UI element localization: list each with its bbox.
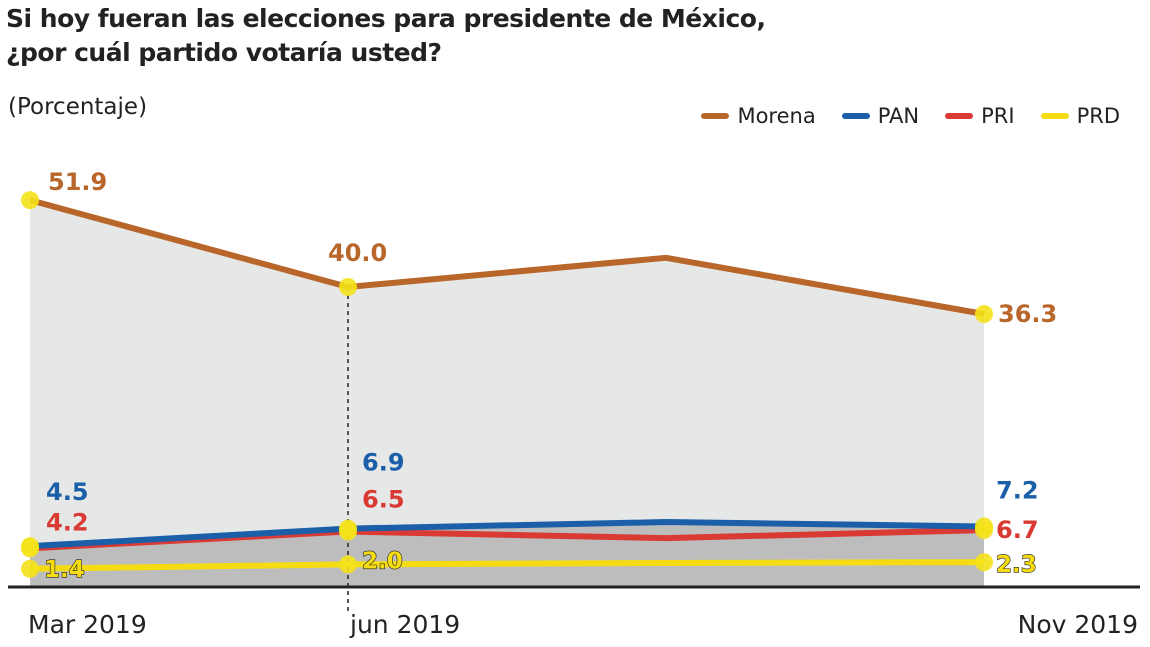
legend-swatch <box>1040 113 1069 119</box>
data-label-morena: 40.0 <box>328 239 387 267</box>
data-label-pri: 4.2 <box>46 508 89 536</box>
data-label-pan: 7.2 <box>996 476 1039 504</box>
y-unit-label: (Porcentaje) <box>8 94 148 120</box>
data-point-prd <box>339 555 357 574</box>
data-point-pri <box>975 521 993 540</box>
legend-swatch <box>841 113 870 119</box>
data-point-prd <box>21 559 39 578</box>
legend-item-prd: PRD <box>1040 104 1120 128</box>
data-point-prd <box>975 553 993 572</box>
legend: Morena PAN PRI PRD <box>701 104 1120 128</box>
data-point-morena <box>339 278 357 296</box>
data-label-morena: 51.9 <box>48 168 107 196</box>
data-label-pri: 6.7 <box>996 516 1039 544</box>
data-point-pri <box>339 522 357 541</box>
data-label-pan: 6.9 <box>362 449 405 477</box>
series-line-prd <box>29 559 985 572</box>
x-tick-label: jun 2019 <box>349 610 460 639</box>
data-label-prd: 1.4 <box>44 557 85 583</box>
x-tick-label: Mar 2019 <box>28 610 147 639</box>
x-tick-label: Nov 2019 <box>1018 610 1138 639</box>
data-label-prd: 2.3 <box>996 552 1037 578</box>
chart-title: Si hoy fueran las elecciones para presid… <box>6 2 766 70</box>
legend-item-pan: PAN <box>841 104 920 128</box>
title-line-2: ¿por cuál partido votaría usted? <box>6 38 442 67</box>
legend-swatch <box>701 113 730 119</box>
series-line-morena <box>29 197 985 317</box>
data-point-morena <box>975 305 993 324</box>
legend-label: PRD <box>1076 104 1120 128</box>
data-point-pri <box>21 539 39 558</box>
series-line-pan <box>29 519 985 550</box>
data-label-prd: 2.0 <box>362 548 403 574</box>
legend-label: PAN <box>877 104 920 128</box>
legend-swatch <box>945 113 974 119</box>
data-point-morena <box>21 191 39 210</box>
morena-area <box>30 200 984 587</box>
data-label-pan: 4.5 <box>46 478 89 506</box>
data-label-pri: 6.5 <box>362 486 405 514</box>
title-line-1: Si hoy fueran las elecciones para presid… <box>6 4 766 33</box>
data-label-morena: 36.3 <box>998 300 1057 328</box>
legend-item-pri: PRI <box>945 104 1015 128</box>
legend-label: Morena <box>737 104 816 128</box>
legend-label: PRI <box>981 104 1015 128</box>
legend-item-morena: Morena <box>701 104 816 128</box>
